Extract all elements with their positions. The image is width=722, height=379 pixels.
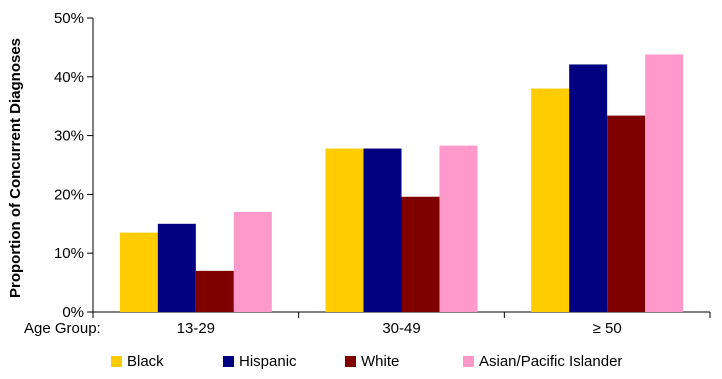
bar-asian-pacific-islander-3 (645, 54, 684, 313)
y-tick-label: 10% (54, 245, 84, 262)
bar-white-2 (401, 196, 440, 312)
legend: Black Hispanic White Asian/Pacific Islander (111, 353, 622, 370)
bar-hispanic-2 (363, 148, 402, 312)
bars (119, 54, 684, 313)
bar-black-3 (531, 88, 570, 312)
bar-white-1 (195, 270, 234, 312)
legend-label: Asian/Pacific Islander (479, 353, 622, 370)
legend-label: White (361, 353, 399, 370)
bar-black-1 (119, 232, 158, 312)
bar-hispanic-1 (157, 223, 196, 312)
legend-swatch (223, 356, 234, 367)
bar-asian-pacific-islander-1 (233, 212, 272, 312)
x-tick-label: 30-49 (382, 320, 420, 337)
y-tick-label: 0% (62, 304, 84, 321)
x-tick-label: ≥ 50 (593, 320, 622, 337)
y-tick-label: 40% (54, 69, 84, 86)
bar-hispanic-3 (569, 64, 608, 313)
legend-swatch (463, 356, 474, 367)
y-tick-label: 30% (54, 128, 84, 145)
labels: Proportion of Concurrent Diagnoses Age G… (7, 10, 622, 337)
x-tick-label: 13-29 (177, 320, 215, 337)
y-tick-label: 50% (54, 10, 84, 27)
legend-label: Black (127, 353, 164, 370)
y-axis-title: Proportion of Concurrent Diagnoses (7, 38, 24, 298)
y-tick-label: 20% (54, 186, 84, 203)
bar-asian-pacific-islander-2 (439, 145, 478, 312)
bar-white-3 (607, 115, 646, 312)
legend-swatch (345, 356, 356, 367)
legend-swatch (111, 356, 122, 367)
legend-label: Hispanic (239, 353, 297, 370)
x-axis-title: Age Group: (24, 320, 101, 337)
bar-black-2 (325, 148, 364, 312)
